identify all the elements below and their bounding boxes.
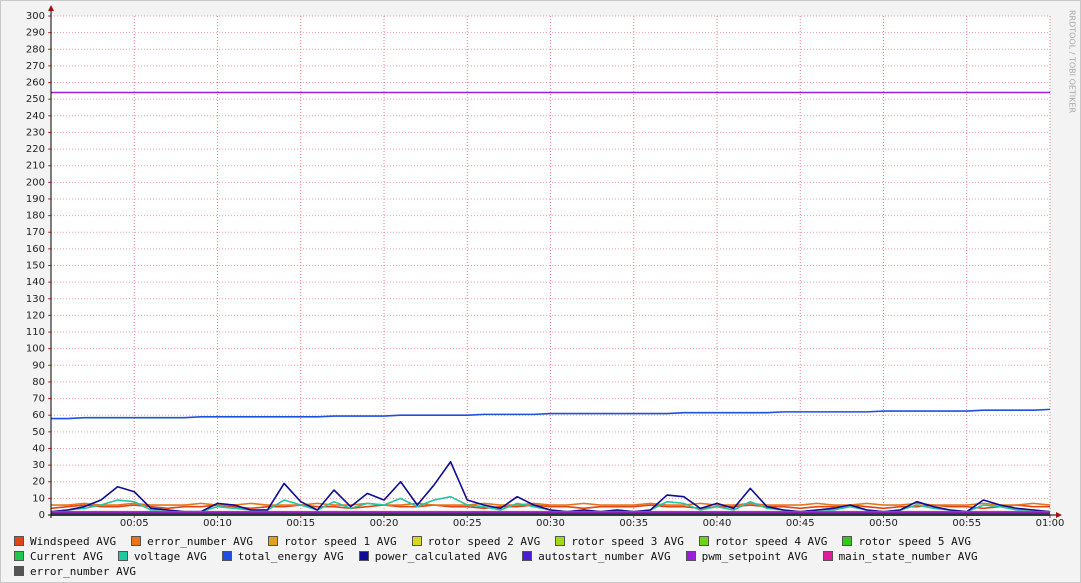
legend-label: power_calculated AVG [374, 549, 508, 563]
x-tick-label: 00:40 [703, 518, 732, 529]
x-tick-label: 00:50 [869, 518, 898, 529]
x-tick-label: 00:25 [453, 518, 482, 529]
y-tick-label: 180 [26, 211, 45, 222]
legend-label: error_number AVG [147, 534, 254, 548]
x-tick-label: 00:10 [203, 518, 232, 529]
legend-swatch [14, 551, 24, 561]
y-tick-label: 110 [26, 327, 45, 338]
y-tick-label: 210 [26, 161, 45, 172]
legend-item: rotor speed 4 AVG [698, 534, 828, 548]
legend-swatch [522, 551, 533, 561]
y-tick-label: 140 [26, 277, 45, 288]
legend-swatch [268, 536, 279, 546]
y-tick-label: 190 [26, 194, 45, 205]
legend-label: pwm_setpoint AVG [701, 549, 808, 563]
y-tick-label: 200 [26, 177, 45, 188]
legend-swatch [411, 536, 422, 546]
legend-item: voltage AVG [117, 549, 207, 563]
legend-swatch [14, 536, 24, 546]
y-tick-label: 150 [26, 261, 45, 272]
legend-label: rotor speed 3 AVG [571, 534, 684, 548]
legend-swatch [221, 551, 232, 561]
legend-label: voltage AVG [133, 549, 207, 563]
y-tick-label: 160 [26, 244, 45, 255]
y-tick-label: 120 [26, 310, 45, 321]
x-tick-label: 00:55 [952, 518, 981, 529]
y-tick-label: 290 [26, 28, 45, 39]
chart: RRDTOOL / TOBI OETIKER 0 10 20 30 40 50 60 70 80… [26, 5, 1077, 529]
x-tick-label: 00:30 [536, 518, 565, 529]
legend-label: total_energy AVG [237, 549, 344, 563]
legend-item: power_calculated AVG [358, 549, 508, 563]
y-tick-label: 60 [32, 410, 45, 421]
legend-item: rotor speed 2 AVG [411, 534, 541, 548]
y-tick-label: 40 [32, 443, 45, 454]
legend-item: main_state_number AVG [822, 549, 978, 563]
legend-label: rotor speed 4 AVG [714, 534, 828, 548]
series-line [51, 502, 1051, 506]
legend-swatch [685, 551, 696, 561]
legend: Windspeed AVG error_number AVG rotor speed… [14, 534, 1070, 578]
legend-item: total_energy AVG [221, 549, 344, 563]
y-tick-label: 20 [32, 477, 45, 488]
x-axis-arrow [1056, 512, 1062, 518]
legend-item: rotor speed 1 AVG [268, 534, 397, 548]
legend-label: rotor speed 5 AVG [858, 534, 972, 548]
y-tick-label: 230 [26, 127, 45, 138]
legend-label: Current AVG [30, 549, 103, 563]
legend-item: pwm_setpoint AVG [685, 549, 808, 563]
y-tick-label: 10 [32, 493, 45, 504]
y-tick-label: 260 [26, 78, 45, 89]
legend-label: main_state_number AVG [838, 549, 978, 563]
x-tick-label: 00:45 [786, 518, 815, 529]
y-tick-label: 70 [32, 394, 45, 405]
legend-item: error_number AVG [131, 534, 253, 548]
legend-swatch [698, 536, 709, 546]
y-tick-label: 300 [26, 11, 45, 22]
y-tick-label: 240 [26, 111, 45, 122]
legend-item: Windspeed AVG [14, 534, 116, 548]
y-tick-label: 220 [26, 144, 45, 155]
x-tick-label: 00:20 [370, 518, 399, 529]
legend-swatch [555, 536, 566, 546]
y-axis-arrow [48, 5, 54, 11]
y-tick-label: 90 [32, 360, 45, 371]
x-tick-label: 00:05 [120, 518, 149, 529]
x-tick-label: 01:00 [1036, 518, 1065, 529]
legend-item: Current AVG [14, 549, 103, 563]
y-tick-label: 100 [26, 344, 45, 355]
legend-item: error_number AVG [14, 564, 136, 578]
legend-swatch [842, 536, 853, 546]
y-tick-label: 280 [26, 44, 45, 55]
legend-label: autostart_number AVG [538, 549, 671, 563]
x-tick-label: 00:35 [619, 518, 648, 529]
y-tick-label: 270 [26, 61, 45, 72]
legend-swatch [131, 536, 142, 546]
axes [48, 5, 1062, 518]
y-tick-label: 0 [39, 510, 45, 521]
legend-label: Windspeed AVG [30, 534, 117, 548]
watermark: RRDTOOL / TOBI OETIKER [1068, 10, 1077, 113]
legend-label: rotor speed 1 AVG [284, 534, 397, 548]
y-tick-label: 170 [26, 227, 45, 238]
legend-label: error_number AVG [30, 564, 136, 578]
legend-swatch [358, 551, 369, 561]
series-line [51, 408, 1051, 420]
legend-swatch [117, 551, 128, 561]
y-tick-label: 30 [32, 460, 45, 471]
legend-item: rotor speed 5 AVG [842, 534, 971, 548]
legend-label: rotor speed 2 AVG [427, 534, 541, 548]
legend-item: autostart_number AVG [522, 549, 671, 563]
x-tick-label: 00:15 [286, 518, 315, 529]
legend-item: rotor speed 3 AVG [555, 534, 684, 548]
y-tick-label: 80 [32, 377, 45, 388]
y-tick-label: 130 [26, 294, 45, 305]
legend-swatch [822, 551, 833, 561]
y-tick-label: 250 [26, 94, 45, 105]
y-tick-label: 50 [32, 427, 45, 438]
legend-swatch [14, 566, 24, 576]
